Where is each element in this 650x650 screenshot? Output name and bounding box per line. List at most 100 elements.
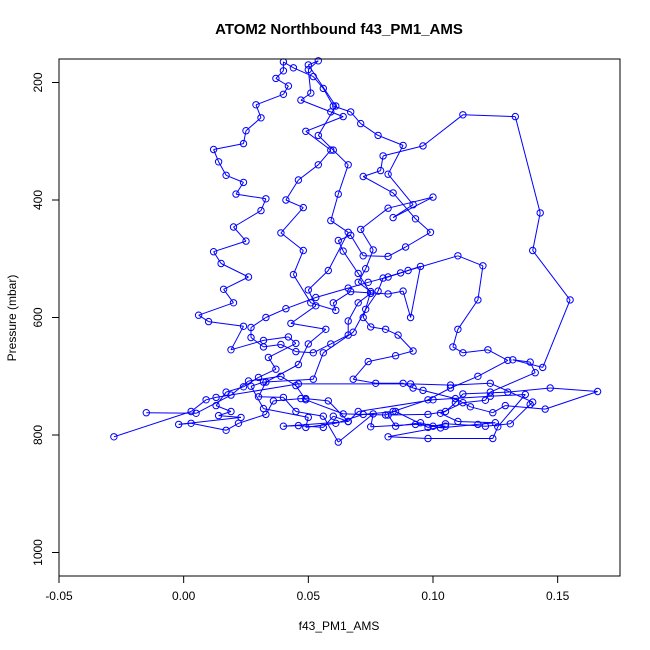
data-point xyxy=(334,236,342,245)
data-point xyxy=(304,65,312,74)
series-segment xyxy=(213,240,247,253)
data-point xyxy=(239,139,248,148)
data-point xyxy=(384,290,392,298)
series-segment xyxy=(529,361,536,373)
series-segment xyxy=(352,309,367,333)
y-tick-label: 400 xyxy=(31,190,45,210)
series-segment xyxy=(297,343,309,365)
data-point xyxy=(451,399,460,407)
series-segment xyxy=(388,290,404,295)
x-tick-label: 0.00 xyxy=(172,589,196,603)
series-segment xyxy=(305,398,329,402)
series-segment xyxy=(450,382,491,386)
data-point xyxy=(466,403,475,411)
series-segment xyxy=(350,111,362,124)
series-segment xyxy=(362,317,372,328)
data-point xyxy=(459,390,467,398)
series-segment xyxy=(457,255,484,267)
data-point xyxy=(436,409,445,417)
data-point xyxy=(302,423,310,432)
series-segment xyxy=(357,293,372,304)
x-tick-label: -0.05 xyxy=(45,589,73,603)
data-point xyxy=(214,411,223,420)
data-point xyxy=(309,375,317,383)
data-point xyxy=(212,401,220,410)
data-point xyxy=(339,410,347,418)
data-point xyxy=(536,209,544,217)
data-point xyxy=(344,331,352,339)
data-point xyxy=(593,387,602,396)
series-segment xyxy=(255,104,262,118)
series-segment xyxy=(445,423,486,427)
series-segment xyxy=(332,302,337,311)
series-segment xyxy=(283,425,299,427)
data-point xyxy=(344,417,352,426)
series-segment xyxy=(243,130,247,144)
series-segment xyxy=(387,145,404,175)
data-point xyxy=(381,325,390,333)
series-segment xyxy=(402,290,412,318)
series-segment xyxy=(405,231,431,248)
data-point xyxy=(389,213,397,222)
data-point xyxy=(287,319,295,328)
data-point xyxy=(324,397,332,405)
data-point xyxy=(269,397,278,405)
data-point xyxy=(307,89,315,97)
data-point xyxy=(329,412,337,420)
data-point xyxy=(254,393,263,401)
series-segment xyxy=(477,359,509,377)
data-point xyxy=(436,424,445,432)
data-point xyxy=(202,396,210,404)
data-point xyxy=(364,278,372,286)
data-point xyxy=(244,273,253,281)
data-point xyxy=(419,142,427,150)
data-point xyxy=(319,349,327,357)
series-segment xyxy=(285,179,299,201)
data-point xyxy=(262,378,270,386)
data-point xyxy=(364,357,372,366)
data-point xyxy=(541,405,549,413)
series-segment xyxy=(377,134,404,146)
data-point xyxy=(474,296,482,304)
data-point xyxy=(406,380,415,388)
data-point xyxy=(506,420,514,428)
series-segment xyxy=(213,149,220,162)
y-tick-label: 1000 xyxy=(31,539,45,566)
data-point xyxy=(284,333,293,341)
series-segment xyxy=(350,291,389,295)
series-segment xyxy=(343,413,386,416)
data-point xyxy=(247,333,255,342)
series-segment xyxy=(223,289,234,304)
series-segment xyxy=(322,415,334,428)
data-point xyxy=(232,190,240,198)
series-segment xyxy=(146,412,197,414)
data-point xyxy=(344,317,352,325)
data-point xyxy=(309,349,317,357)
data-point xyxy=(227,407,235,416)
data-point xyxy=(424,434,432,443)
data-point xyxy=(212,393,220,402)
data-point xyxy=(327,216,335,225)
data-point xyxy=(257,114,265,122)
data-point xyxy=(327,146,335,154)
series-segment xyxy=(362,176,394,194)
series-segment xyxy=(462,349,488,354)
data-point xyxy=(294,176,303,184)
data-point xyxy=(441,422,450,430)
data-point xyxy=(419,386,427,395)
series-segment xyxy=(250,385,264,409)
series-segment xyxy=(250,337,264,348)
y-axis-label: Pressure (mbar) xyxy=(5,275,19,362)
data-point xyxy=(347,231,355,240)
data-point xyxy=(239,322,248,330)
y-tick-label: 200 xyxy=(31,72,45,92)
data-point xyxy=(426,228,435,237)
series-segment xyxy=(215,391,227,406)
series-segment xyxy=(275,77,289,87)
series-segment xyxy=(487,349,509,361)
data-point xyxy=(416,262,425,271)
data-point xyxy=(406,313,415,322)
data-point xyxy=(546,384,554,392)
series-segment xyxy=(213,251,222,264)
data-point xyxy=(332,102,340,110)
